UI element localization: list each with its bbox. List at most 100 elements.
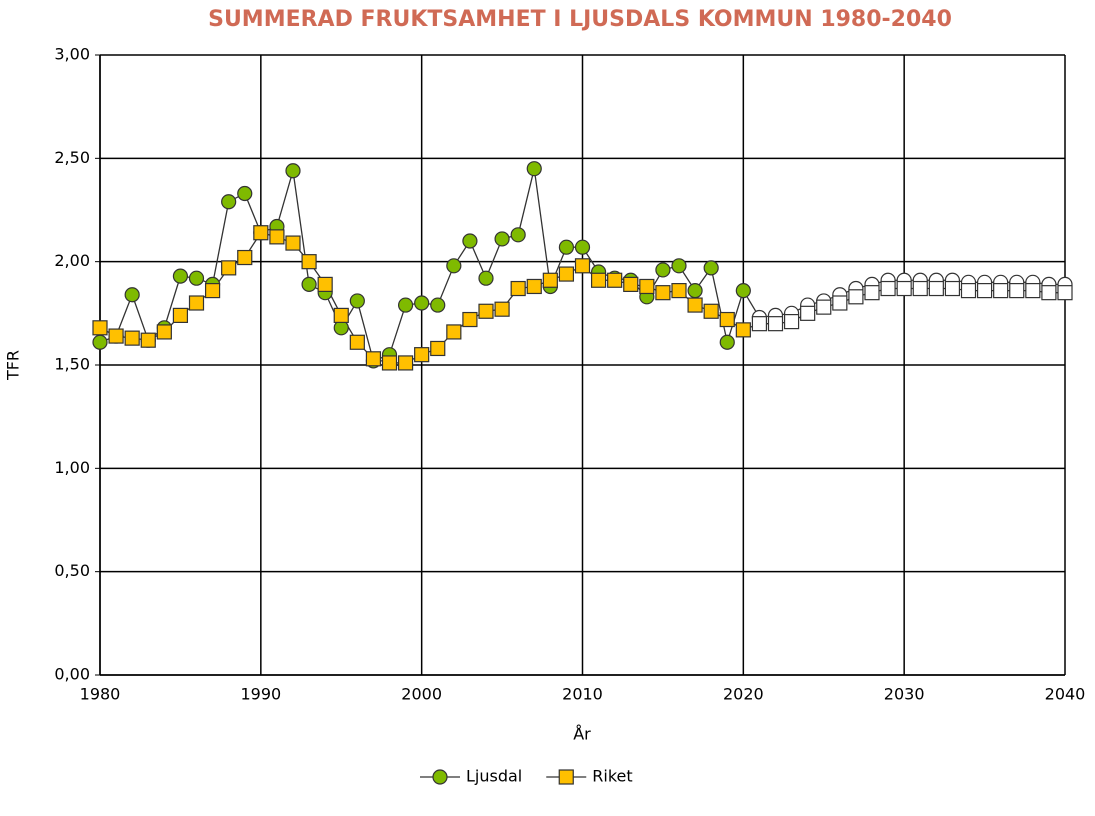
data-point	[719, 334, 735, 350]
data-point	[848, 289, 864, 305]
data-point	[558, 266, 575, 282]
data-point	[832, 295, 848, 311]
legend-label: Ljusdal	[466, 767, 522, 786]
y-tick-label: 3,00	[54, 45, 90, 64]
data-point	[285, 235, 301, 251]
data-point	[767, 316, 784, 332]
data-point	[301, 276, 317, 292]
data-point	[687, 283, 703, 299]
data-point	[960, 283, 977, 299]
legend-marker	[432, 769, 448, 785]
data-point	[590, 272, 607, 288]
x-tick-label: 2000	[401, 685, 442, 704]
data-point	[301, 254, 317, 270]
data-point	[526, 161, 542, 177]
data-point	[655, 262, 671, 278]
data-point	[864, 285, 880, 301]
data-point	[896, 280, 912, 297]
data-point	[462, 233, 478, 249]
data-point	[285, 163, 301, 179]
data-point	[607, 272, 623, 288]
data-point	[800, 305, 816, 321]
data-point	[623, 276, 639, 292]
data-point	[1025, 283, 1041, 299]
data-point	[156, 324, 172, 340]
data-point	[928, 280, 944, 297]
data-point	[414, 295, 430, 311]
data-point	[574, 239, 591, 255]
data-point	[510, 280, 526, 297]
data-point	[639, 278, 655, 295]
data-point	[494, 231, 510, 247]
data-point	[172, 307, 189, 323]
data-point	[735, 322, 751, 338]
data-point	[993, 283, 1009, 299]
data-point	[510, 227, 526, 243]
x-tick-label: 2010	[562, 685, 603, 704]
data-point	[655, 285, 671, 301]
data-point	[671, 283, 687, 299]
data-point	[1041, 285, 1057, 301]
data-point	[478, 270, 494, 286]
y-axis-label: TFR	[4, 350, 23, 381]
data-point	[140, 332, 156, 348]
data-point	[735, 283, 751, 299]
data-point	[253, 225, 269, 241]
data-point	[703, 260, 719, 276]
data-point	[317, 276, 333, 292]
data-point	[703, 303, 719, 319]
data-point	[269, 229, 285, 245]
data-point	[430, 340, 446, 357]
data-point	[526, 278, 542, 295]
y-tick-label: 0,00	[54, 665, 90, 684]
data-point	[333, 307, 349, 323]
data-point	[976, 283, 993, 299]
x-tick-label: 2020	[723, 685, 764, 704]
data-point	[558, 239, 575, 255]
data-point	[124, 287, 140, 303]
x-tick-label: 1990	[240, 685, 281, 704]
data-point	[172, 268, 189, 284]
data-point	[430, 297, 446, 313]
data-point	[124, 330, 140, 346]
data-point	[783, 314, 800, 330]
data-point	[381, 355, 398, 371]
data-point	[397, 355, 414, 371]
x-tick-label: 1980	[80, 685, 121, 704]
data-point	[92, 334, 108, 350]
data-point	[687, 297, 703, 313]
x-tick-label: 2030	[884, 685, 925, 704]
legend-marker	[558, 769, 574, 785]
y-tick-label: 1,50	[54, 355, 90, 374]
data-point	[944, 280, 961, 297]
legend-label: Riket	[592, 767, 632, 786]
data-point	[816, 299, 832, 315]
data-point	[237, 249, 253, 266]
data-point	[188, 295, 205, 311]
x-tick-label: 2040	[1045, 685, 1086, 704]
y-tick-label: 1,00	[54, 458, 90, 477]
data-point	[1057, 285, 1073, 301]
data-point	[1009, 283, 1025, 299]
y-tick-label: 2,00	[54, 251, 90, 270]
chart-title: SUMMERAD FRUKTSAMHET I LJUSDALS KOMMUN 1…	[208, 7, 952, 32]
data-point	[478, 303, 494, 319]
data-point	[446, 324, 462, 340]
data-point	[880, 280, 896, 297]
x-axis-label: År	[573, 725, 591, 744]
data-point	[751, 316, 768, 332]
data-point	[446, 258, 462, 274]
data-point	[494, 301, 510, 317]
data-point	[188, 270, 205, 286]
data-point	[912, 280, 928, 297]
y-tick-label: 2,50	[54, 148, 90, 167]
data-point	[574, 258, 591, 274]
data-point	[542, 272, 558, 288]
data-point	[92, 320, 108, 336]
data-point	[349, 334, 365, 350]
data-point	[719, 311, 735, 328]
data-point	[237, 185, 253, 202]
data-point	[221, 260, 237, 276]
y-tick-label: 0,50	[54, 561, 90, 580]
